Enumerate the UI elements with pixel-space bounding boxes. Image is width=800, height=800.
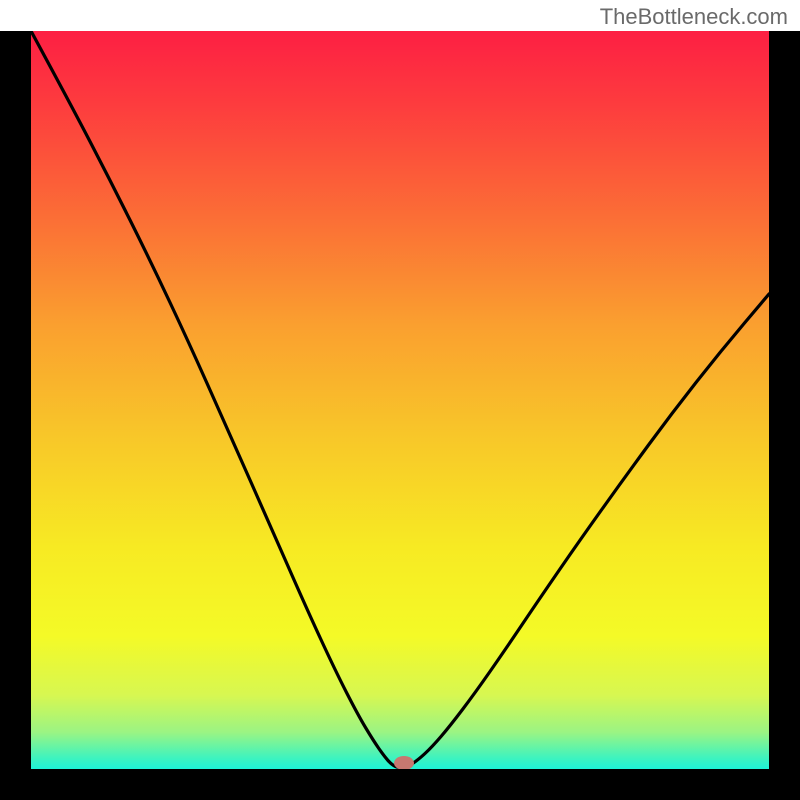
optimal-point-marker [394,756,414,770]
chart-svg [0,0,800,800]
gradient-plot-area [31,31,769,769]
chart-canvas: TheBottleneck.com [0,0,800,800]
watermark-text: TheBottleneck.com [600,4,788,30]
